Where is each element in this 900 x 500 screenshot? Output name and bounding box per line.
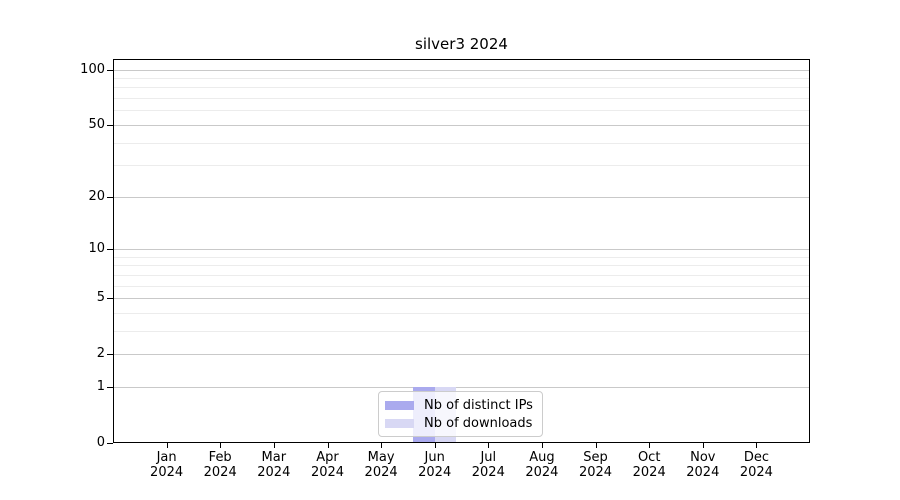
x-tick-label: Mar 2024 [244,450,304,480]
x-tick-month: Jun [424,450,445,465]
y-tick-mark [107,248,113,250]
chart-title: silver3 2024 [415,35,508,53]
x-tick-mark [649,443,651,448]
legend-label-downloads: Nb of downloads [424,415,533,431]
x-tick-year: 2024 [364,465,398,480]
y-gridline-major [113,69,810,71]
x-tick-year: 2024 [150,465,184,480]
y-tick-mark [107,354,113,356]
x-tick-label: Jun 2024 [405,450,465,480]
legend: Nb of distinct IPs Nb of downloads [378,391,543,437]
x-tick-label: Feb 2024 [190,450,250,480]
y-gridline-minor [113,98,810,99]
y-gridline-minor [113,265,810,267]
x-tick-month: May [367,450,395,465]
x-tick-month: Mar [261,450,287,465]
y-tick-mark [107,386,113,388]
x-tick-year: 2024 [418,465,452,480]
y-tick-label: 20 [88,188,105,204]
x-tick-month: Nov [690,450,716,465]
x-tick-label: Sep 2024 [566,450,626,480]
x-tick-mark [166,443,168,448]
x-tick-year: 2024 [310,465,345,480]
x-tick-year: 2024 [257,465,291,480]
x-tick-month: Sep [583,450,608,465]
y-gridline-minor [113,285,810,287]
y-tick-label: 5 [96,290,105,305]
x-tick-year: 2024 [578,465,613,480]
y-gridline-minor [113,110,810,112]
y-tick-mark [107,69,113,71]
legend-entry-distinct-ips: Nb of distinct IPs [385,396,533,414]
y-gridline-major [113,298,810,299]
x-tick-label: Nov 2024 [673,450,733,480]
x-tick-year: 2024 [203,465,237,480]
x-tick-year: 2024 [632,465,666,480]
x-tick-mark [756,443,758,448]
y-gridline-major [113,248,810,250]
y-tick-label: 1 [96,378,105,394]
y-gridline-major [113,354,810,356]
x-tick-mark [327,443,329,448]
legend-label-distinct-ips: Nb of distinct IPs [424,397,533,413]
x-tick-mark [381,443,383,448]
x-tick-mark [702,443,704,448]
x-tick-label: May 2024 [351,450,411,480]
x-tick-label: Oct 2024 [619,450,679,480]
x-tick-month: Apr [316,450,339,465]
x-tick-month: Jul [480,450,497,465]
x-tick-month: Jan [156,450,177,465]
x-tick-year: 2024 [525,465,559,480]
x-tick-month: Oct [637,450,661,465]
y-gridline-minor [113,274,810,276]
y-gridline-minor [113,312,810,314]
y-tick-label: 2 [96,346,105,362]
y-gridline-minor [113,256,810,258]
x-tick-year: 2024 [739,465,773,480]
y-gridline-major [113,124,810,126]
y-tick-label: 50 [88,116,105,132]
x-tick-label: Apr 2024 [298,450,358,480]
x-tick-label: Dec 2024 [726,450,786,480]
x-tick-mark [488,443,490,448]
x-tick-label: Jan 2024 [137,450,197,480]
y-tick-label: 10 [88,240,105,256]
x-tick-label: Aug 2024 [512,450,572,480]
y-tick-mark [107,196,113,198]
y-tick-label: 0 [96,435,105,450]
plot-area: 0 1 2 5 10 20 50 100 Jan 2024 Feb 2024 Mar 2024 Apr 202… [80,59,810,480]
y-gridline-minor [113,77,810,79]
x-tick-year: 2024 [686,465,720,480]
x-tick-mark [541,443,543,448]
y-gridline-minor [113,330,810,332]
y-gridline-minor [113,87,810,89]
y-tick-mark [107,443,113,444]
x-tick-label: Jul 2024 [458,450,518,480]
y-gridline-minor [113,165,810,167]
x-tick-year: 2024 [471,465,505,480]
x-tick-mark [273,443,275,448]
y-tick-mark [107,124,113,126]
x-tick-month: Aug [529,450,555,465]
y-tick-label: 100 [80,61,105,77]
x-tick-mark [595,443,597,448]
x-tick-month: Dec [743,450,769,465]
x-tick-month: Feb [208,450,232,465]
y-gridline-major [113,386,810,388]
y-tick-mark [107,298,113,299]
y-gridline-major [113,196,810,198]
x-tick-mark [220,443,222,448]
x-tick-mark [434,443,436,448]
y-gridline-minor [113,142,810,144]
legend-swatch-distinct-ips [385,400,414,410]
legend-swatch-downloads [385,418,414,428]
legend-entry-downloads: Nb of downloads [385,414,533,432]
